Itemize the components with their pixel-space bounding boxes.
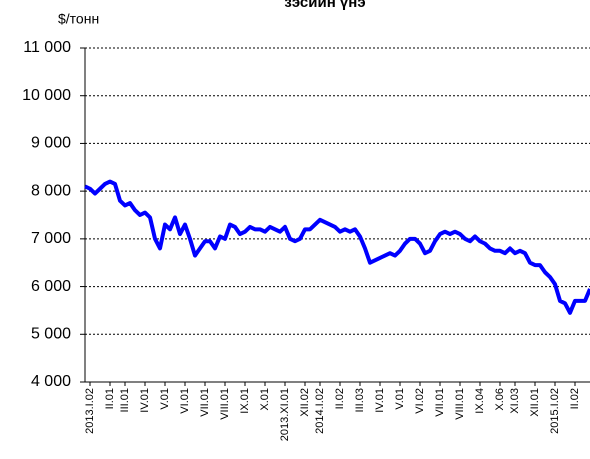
- x-tick-label: XI.03: [509, 388, 521, 414]
- y-tick-label: 7 000: [31, 230, 71, 247]
- y-tick-label: 11 000: [23, 39, 71, 56]
- x-tick-label: VI.02: [414, 388, 426, 414]
- x-tick-label: VIII.01: [454, 388, 466, 420]
- x-tick-label: VII.01: [199, 388, 211, 417]
- x-tick-label: IV.01: [139, 388, 151, 413]
- price-line: [84, 179, 590, 315]
- x-tick-label: X.01: [259, 388, 271, 411]
- x-tick-label: II.02: [334, 388, 346, 409]
- y-tick-label: 6 000: [31, 278, 71, 295]
- x-tick-label: III.01: [119, 388, 131, 412]
- y-axis-title: $/тонн: [58, 11, 99, 27]
- y-tick-label: 4 000: [31, 373, 71, 390]
- x-tick-label: 2014.I.02: [314, 388, 326, 434]
- x-tick-label: III.03: [354, 388, 366, 412]
- x-tick-label: XII.02: [299, 388, 311, 417]
- x-tick-label: V.01: [159, 388, 171, 410]
- x-tick-label: IX.01: [239, 388, 251, 414]
- x-tick-label: IV.01: [374, 388, 386, 413]
- y-tick-label: 8 000: [31, 182, 71, 199]
- y-tick-label: 10 000: [22, 87, 71, 104]
- x-tick-label: X.06: [494, 388, 506, 411]
- x-tick-label: VIII.01: [219, 388, 231, 420]
- x-tick-label: 2015.I.02: [549, 388, 561, 434]
- chart-title: зэсийн үнэ: [284, 0, 365, 11]
- x-tick-label: IX.04: [474, 388, 486, 414]
- x-tick-label: XII.01: [529, 388, 541, 417]
- x-tick-label: VII.01: [434, 388, 446, 417]
- x-tick-label: II.01: [104, 388, 116, 409]
- y-tick-label: 9 000: [31, 135, 71, 152]
- x-tick-label: VI.01: [179, 388, 191, 414]
- x-tick-label: V.01: [394, 388, 406, 410]
- x-tick-label: II.02: [569, 388, 581, 409]
- y-tick-label: 5 000: [31, 326, 71, 343]
- x-tick-label: 2013.XI.01: [279, 388, 291, 441]
- x-tick-label: 2013.I.02: [84, 388, 96, 434]
